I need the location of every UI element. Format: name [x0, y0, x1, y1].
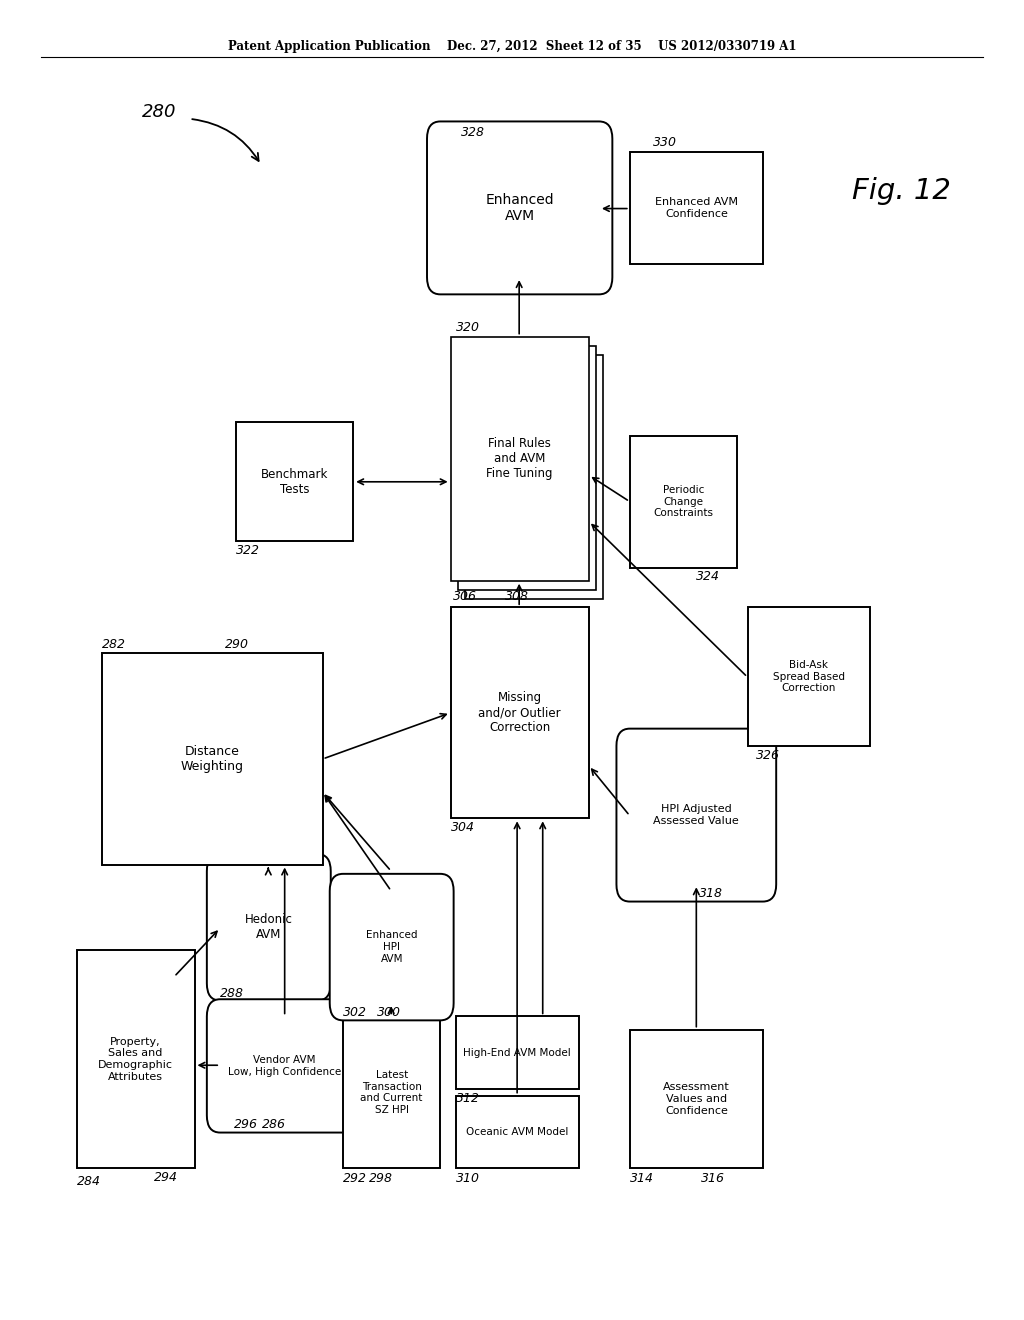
- Text: Hedonic
AVM: Hedonic AVM: [245, 913, 293, 941]
- Text: 316: 316: [701, 1172, 725, 1185]
- Text: 318: 318: [699, 887, 723, 900]
- FancyBboxPatch shape: [427, 121, 612, 294]
- Bar: [458, 346, 596, 590]
- Bar: [451, 607, 589, 818]
- FancyBboxPatch shape: [330, 874, 454, 1020]
- Text: Benchmark
Tests: Benchmark Tests: [261, 467, 328, 496]
- Text: 288: 288: [220, 987, 244, 1001]
- Text: 324: 324: [696, 570, 720, 583]
- Bar: [630, 436, 737, 568]
- Text: Fig. 12: Fig. 12: [852, 177, 950, 206]
- Bar: [630, 1030, 763, 1168]
- Text: 320: 320: [456, 321, 479, 334]
- Bar: [456, 1016, 579, 1089]
- Bar: [748, 607, 870, 746]
- Bar: [456, 1096, 579, 1168]
- Text: 280: 280: [141, 103, 176, 121]
- Text: Final Rules
and AVM
Fine Tuning: Final Rules and AVM Fine Tuning: [486, 437, 553, 480]
- Text: HPI Adjusted
Assessed Value: HPI Adjusted Assessed Value: [653, 804, 739, 826]
- Text: Missing
and/or Outlier
Correction: Missing and/or Outlier Correction: [478, 692, 561, 734]
- Text: Distance
Weighting: Distance Weighting: [181, 744, 244, 774]
- Text: 296: 296: [233, 1118, 257, 1131]
- Text: Oceanic AVM Model: Oceanic AVM Model: [466, 1127, 568, 1137]
- Text: 328: 328: [461, 125, 484, 139]
- Text: 306: 306: [453, 590, 476, 603]
- Text: 292: 292: [343, 1172, 367, 1185]
- Bar: [465, 355, 603, 599]
- Text: Enhanced AVM
Confidence: Enhanced AVM Confidence: [654, 197, 738, 219]
- Bar: [102, 653, 323, 865]
- Text: 294: 294: [154, 1171, 177, 1184]
- FancyBboxPatch shape: [207, 999, 361, 1133]
- Text: 304: 304: [451, 821, 474, 834]
- Text: 290: 290: [225, 638, 249, 651]
- Bar: [630, 152, 763, 264]
- Text: 312: 312: [456, 1092, 479, 1105]
- Text: 308: 308: [505, 590, 528, 603]
- Bar: [77, 950, 195, 1168]
- Text: Patent Application Publication    Dec. 27, 2012  Sheet 12 of 35    US 2012/03307: Patent Application Publication Dec. 27, …: [227, 40, 797, 53]
- Text: 302: 302: [343, 1006, 367, 1019]
- Text: Bid-Ask
Spread Based
Correction: Bid-Ask Spread Based Correction: [773, 660, 845, 693]
- Text: Property,
Sales and
Demographic
Attributes: Property, Sales and Demographic Attribut…: [98, 1038, 173, 1081]
- Text: 314: 314: [630, 1172, 653, 1185]
- FancyBboxPatch shape: [207, 854, 331, 1001]
- Text: 284: 284: [77, 1175, 100, 1188]
- Text: 310: 310: [456, 1172, 479, 1185]
- Bar: [343, 1016, 440, 1168]
- Text: 300: 300: [377, 1006, 400, 1019]
- Text: Enhanced
AVM: Enhanced AVM: [485, 193, 554, 223]
- Text: Latest
Transaction
and Current
SZ HPI: Latest Transaction and Current SZ HPI: [360, 1071, 423, 1114]
- Text: 286: 286: [262, 1118, 286, 1131]
- Text: 282: 282: [102, 638, 126, 651]
- Text: Assessment
Values and
Confidence: Assessment Values and Confidence: [663, 1082, 730, 1115]
- Text: Enhanced
HPI
AVM: Enhanced HPI AVM: [366, 931, 418, 964]
- FancyBboxPatch shape: [616, 729, 776, 902]
- Text: Vendor AVM
Low, High Confidence: Vendor AVM Low, High Confidence: [227, 1055, 341, 1077]
- FancyArrowPatch shape: [193, 119, 259, 161]
- Bar: [451, 337, 589, 581]
- Text: High-End AVM Model: High-End AVM Model: [463, 1048, 571, 1057]
- Text: 298: 298: [369, 1172, 392, 1185]
- Text: 326: 326: [756, 748, 779, 762]
- Text: 330: 330: [653, 136, 677, 149]
- Bar: [236, 422, 353, 541]
- Text: Periodic
Change
Constraints: Periodic Change Constraints: [653, 484, 714, 519]
- Text: 322: 322: [236, 544, 259, 557]
